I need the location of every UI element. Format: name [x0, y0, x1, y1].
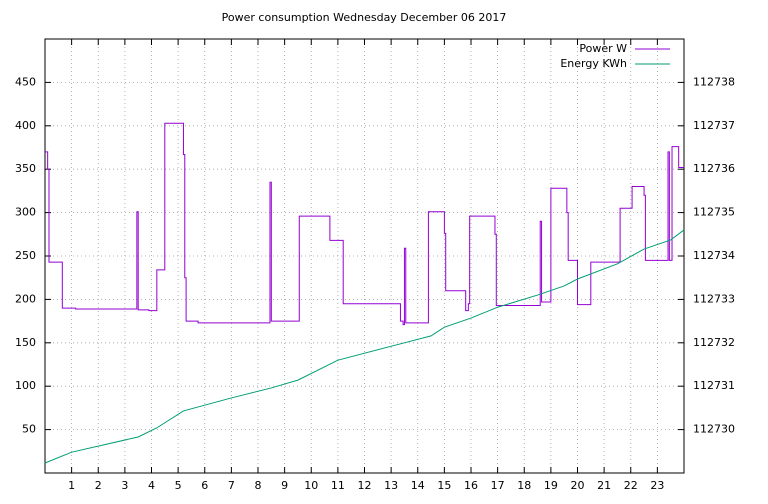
x-tick-label: 13 — [384, 479, 398, 492]
x-tick-label: 14 — [411, 479, 425, 492]
x-tick-label: 4 — [148, 479, 155, 492]
y-tick-label: 400 — [15, 119, 36, 132]
x-tick-label: 7 — [228, 479, 235, 492]
series-line — [44, 229, 685, 464]
y-tick-label: 50 — [22, 423, 36, 436]
x-tick-label: 19 — [544, 479, 558, 492]
x-tick-label: 12 — [358, 479, 372, 492]
chart-title: Power consumption Wednesday December 06 … — [222, 11, 507, 24]
y2-tick-label: 112736 — [693, 162, 735, 175]
y-tick-label: 100 — [15, 379, 36, 392]
x-tick-label: 17 — [491, 479, 505, 492]
x-tick-label: 5 — [175, 479, 182, 492]
x-tick-label: 2 — [95, 479, 102, 492]
plot-frame — [44, 38, 685, 474]
x-tick-label: 8 — [255, 479, 262, 492]
x-tick-label: 15 — [437, 479, 451, 492]
legend-label: Energy KWh — [560, 57, 627, 70]
y-tick-label: 200 — [15, 292, 36, 305]
y-tick-label: 350 — [15, 162, 36, 175]
y2-tick-label: 112730 — [693, 423, 735, 436]
x-tick-label: 11 — [331, 479, 345, 492]
y2-tick-label: 112734 — [693, 249, 735, 262]
y2-tick-label: 112733 — [693, 292, 735, 305]
y-tick-label: 150 — [15, 336, 36, 349]
x-tick-label: 16 — [464, 479, 478, 492]
series-line — [45, 122, 684, 326]
y2-tick-label: 112738 — [693, 75, 735, 88]
x-tick-label: 20 — [571, 479, 585, 492]
y2-tick-label: 112731 — [693, 379, 735, 392]
y2-tick-label: 112732 — [693, 336, 735, 349]
x-tick-label: 22 — [624, 479, 638, 492]
x-tick-label: 18 — [517, 479, 531, 492]
y-tick-label: 300 — [15, 206, 36, 219]
y-tick-label: 450 — [15, 75, 36, 88]
x-tick-label: 6 — [201, 479, 208, 492]
y2-tick-label: 112735 — [693, 206, 735, 219]
y-tick-label: 250 — [15, 249, 36, 262]
x-tick-label: 3 — [121, 479, 128, 492]
y2-tick-label: 112737 — [693, 119, 735, 132]
x-tick-label: 9 — [281, 479, 288, 492]
x-tick-label: 21 — [597, 479, 611, 492]
x-tick-label: 23 — [650, 479, 664, 492]
legend-label: Power W — [579, 42, 627, 55]
x-tick-label: 1 — [68, 479, 75, 492]
x-tick-label: 10 — [304, 479, 318, 492]
